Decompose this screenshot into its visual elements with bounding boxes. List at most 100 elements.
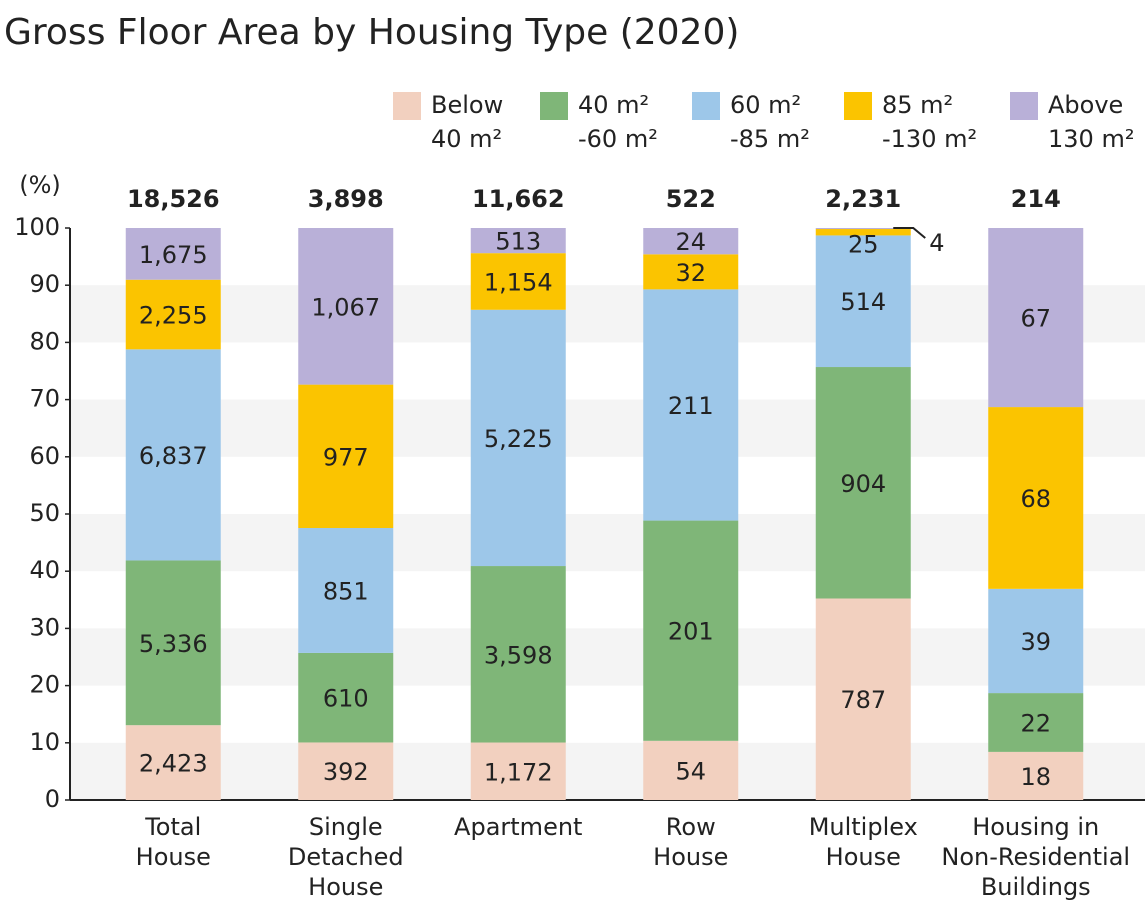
y-tick-label: 60 [29, 442, 60, 470]
legend-swatch [1010, 92, 1038, 120]
data-label: 977 [323, 443, 369, 471]
bar-segment [125, 560, 221, 726]
chart-title: Gross Floor Area by Housing Type (2020) [4, 12, 739, 53]
data-label: 211 [668, 392, 714, 420]
bar-segment [298, 652, 394, 743]
bar-segment [988, 588, 1084, 694]
legend-label: 85 m² -130 m² [882, 91, 977, 153]
data-label: 67 [1020, 305, 1051, 333]
y-tick-label: 90 [29, 270, 60, 298]
bar-segment [298, 228, 394, 385]
y-tick-label: 50 [29, 499, 60, 527]
total-label: 11,662 [472, 185, 565, 213]
bar-segment [643, 520, 739, 741]
x-tick-label: Multiplex House [809, 813, 918, 871]
total-label: 214 [1011, 185, 1061, 213]
total-label: 2,231 [825, 185, 901, 213]
total-label: 522 [666, 185, 716, 213]
bar-segment [125, 279, 221, 350]
bar-segment [298, 742, 394, 800]
data-label: 39 [1020, 628, 1051, 656]
data-label: 2,255 [139, 302, 208, 330]
bar-segment [988, 751, 1084, 800]
y-tick-label: 10 [29, 728, 60, 756]
bar-segment [298, 384, 394, 529]
bar-segment [988, 228, 1084, 408]
legend-label: 40 m² -60 m² [578, 91, 658, 153]
data-label: 787 [840, 686, 886, 714]
x-tick-label: Single Detached House [288, 813, 404, 901]
data-label: 5,225 [484, 425, 553, 453]
total-label: 3,898 [308, 185, 384, 213]
data-label: 2,423 [139, 750, 208, 778]
bar-segment [815, 235, 911, 368]
bar-segment [298, 528, 394, 653]
y-tick-label: 30 [29, 613, 60, 641]
bar-segment [988, 693, 1084, 752]
bar-segment [988, 407, 1084, 589]
x-tick-label: Housing in Non-Residential Buildings [941, 813, 1130, 901]
data-label: 5,336 [139, 630, 208, 658]
y-tick-label: 0 [45, 785, 60, 813]
data-label: 514 [840, 288, 886, 316]
grid-band [70, 399, 1145, 457]
grid-band [70, 285, 1145, 343]
bar-segment [643, 740, 739, 800]
data-label: 904 [840, 470, 886, 498]
bar-segment [643, 228, 739, 255]
legend-swatch [540, 92, 568, 120]
y-tick-label: 70 [29, 385, 60, 413]
data-label: 1,675 [139, 241, 208, 269]
bar-segment [815, 367, 911, 599]
data-label: 610 [323, 685, 369, 713]
data-label: 1,067 [311, 293, 380, 321]
bar-segment [470, 253, 566, 310]
data-label: 25 [848, 230, 879, 258]
grid-band [70, 514, 1145, 572]
data-label: 18 [1020, 763, 1051, 791]
legend-label: Below 40 m² [431, 91, 503, 153]
legend-swatch [692, 92, 720, 120]
data-label: 54 [675, 757, 706, 785]
data-label: 201 [668, 618, 714, 646]
bar-segment [125, 725, 221, 800]
leader-line [893, 227, 926, 239]
y-axis-label: (%) [19, 171, 61, 199]
y-tick-label: 100 [14, 213, 60, 241]
legend-swatch [393, 92, 421, 120]
bar-segment [470, 228, 566, 254]
grid-band [70, 742, 1145, 800]
bar-segment [125, 228, 221, 280]
data-label: 22 [1020, 709, 1051, 737]
bar-segment [643, 254, 739, 290]
bar-segment [470, 566, 566, 743]
bar-segment [643, 289, 739, 521]
legend-label: 60 m² -85 m² [730, 91, 810, 153]
legend-label: Above 130 m² [1048, 91, 1134, 153]
data-label: 851 [323, 577, 369, 605]
data-label: 1,172 [484, 758, 553, 786]
y-tick-label: 20 [29, 671, 60, 699]
y-tick-label: 80 [29, 327, 60, 355]
bar-segment [470, 309, 566, 567]
data-label: 3,598 [484, 641, 553, 669]
legend-swatch [844, 92, 872, 120]
total-label: 18,526 [127, 185, 220, 213]
x-tick-label: Row House [653, 813, 728, 871]
data-label: 32 [675, 259, 706, 287]
grid-band [70, 628, 1145, 686]
x-tick-label: Total House [136, 813, 211, 871]
bar-segment [815, 229, 911, 236]
y-tick-label: 40 [29, 556, 60, 584]
data-label: 24 [675, 228, 706, 256]
bar-segment [470, 742, 566, 800]
data-label: 4 [929, 229, 944, 257]
bar-segment [815, 598, 911, 800]
x-tick-label: Apartment [454, 813, 582, 841]
data-label: 392 [323, 758, 369, 786]
data-label: 513 [495, 228, 541, 256]
bar-segment [125, 349, 221, 561]
bar-segment [815, 228, 911, 230]
